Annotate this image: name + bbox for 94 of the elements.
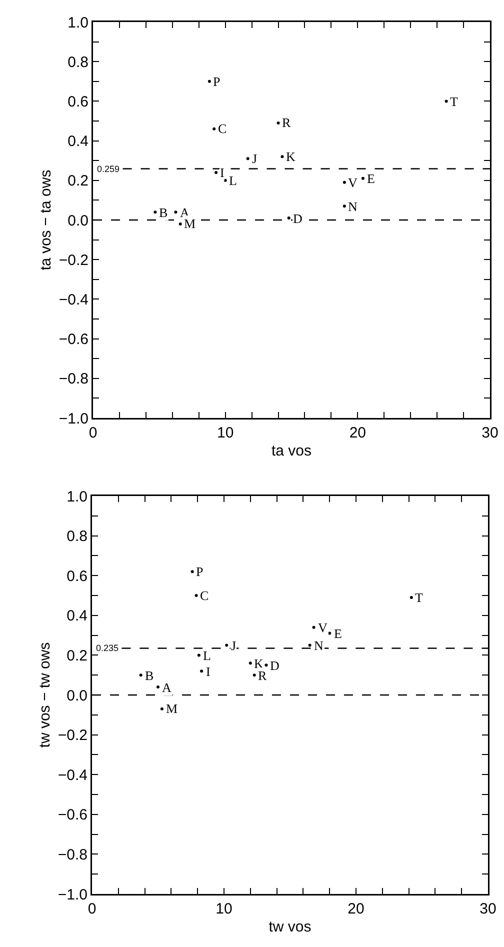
y-tick-label: 1.0 bbox=[68, 14, 88, 32]
y-tick-label: 0.6 bbox=[68, 93, 88, 110]
point bbox=[280, 155, 284, 158]
ref-line-label: 0.235 bbox=[96, 643, 119, 653]
y-tick-label: −1.0 bbox=[58, 410, 88, 428]
y-tick-label: 0.4 bbox=[66, 608, 88, 625]
point bbox=[154, 210, 157, 214]
data-label: D bbox=[270, 658, 280, 673]
y-tick-label: 0.4 bbox=[68, 133, 88, 150]
x-tick-label: 20 bbox=[349, 424, 366, 442]
point bbox=[444, 100, 448, 103]
point bbox=[160, 707, 164, 710]
point bbox=[208, 80, 211, 83]
point bbox=[174, 210, 178, 214]
data-label: M bbox=[166, 701, 178, 716]
y-axis-title: tw vos − tw ows bbox=[36, 642, 54, 748]
data-label: P bbox=[196, 564, 204, 579]
y-tick-label: −0.2 bbox=[58, 252, 88, 269]
point bbox=[248, 662, 252, 665]
x-tick-label: 30 bbox=[482, 424, 498, 442]
data-label: J bbox=[231, 638, 236, 653]
data-label: T bbox=[450, 94, 458, 109]
x-tick-label: 30 bbox=[480, 900, 496, 918]
x-tick-label: 10 bbox=[216, 900, 232, 918]
point bbox=[361, 176, 364, 180]
data-label: D bbox=[293, 211, 302, 226]
y-tick-label: −0.4 bbox=[58, 291, 88, 308]
data-label: V bbox=[348, 175, 358, 190]
y-tick-label: 0.0 bbox=[66, 687, 88, 704]
point bbox=[139, 674, 142, 677]
x-axis-title: ta vos bbox=[271, 442, 312, 460]
point bbox=[342, 180, 346, 184]
data-label: M bbox=[184, 216, 196, 231]
point bbox=[308, 644, 312, 647]
point bbox=[252, 674, 256, 677]
data-label: R bbox=[282, 115, 291, 130]
point bbox=[342, 204, 346, 208]
x-tick-label: 10 bbox=[216, 424, 234, 442]
point bbox=[246, 157, 250, 160]
point bbox=[225, 644, 228, 647]
point bbox=[287, 216, 290, 220]
y-tick-label: −0.8 bbox=[58, 846, 88, 864]
ref-line-label: 0.259 bbox=[97, 164, 120, 174]
data-label: K bbox=[286, 149, 296, 164]
y-tick-label: 0.6 bbox=[66, 568, 88, 585]
x-tick-label: 20 bbox=[348, 900, 364, 918]
y-tick-label: 1.0 bbox=[66, 488, 88, 506]
y-tick-label: −0.4 bbox=[58, 766, 88, 784]
y-tick-label: −0.6 bbox=[58, 806, 88, 824]
data-label: C bbox=[218, 121, 227, 136]
x-tick-label: 0 bbox=[88, 900, 96, 918]
point bbox=[190, 570, 194, 574]
data-label: A bbox=[162, 680, 172, 695]
y-tick-label: 0.2 bbox=[68, 172, 88, 190]
data-label: V bbox=[318, 620, 328, 635]
y-tick-label: 0.8 bbox=[68, 54, 88, 71]
point bbox=[264, 664, 268, 667]
data-label: E bbox=[367, 171, 375, 186]
y-tick-label: 0.2 bbox=[66, 647, 88, 664]
point bbox=[212, 127, 216, 130]
point bbox=[156, 686, 160, 689]
point bbox=[276, 121, 280, 124]
y-tick-label: −0.6 bbox=[58, 331, 88, 348]
data-label: B bbox=[145, 668, 154, 683]
data-label: R bbox=[258, 668, 267, 683]
data-label: I bbox=[220, 165, 224, 180]
y-tick-label: −0.8 bbox=[58, 370, 88, 388]
data-label: I bbox=[206, 664, 210, 679]
point bbox=[194, 594, 198, 597]
point bbox=[328, 632, 332, 635]
data-label: N bbox=[314, 638, 324, 653]
point bbox=[178, 222, 182, 226]
data-label: J bbox=[252, 151, 258, 166]
data-label: L bbox=[203, 648, 211, 663]
data-label: C bbox=[200, 588, 209, 603]
data-label: L bbox=[229, 173, 237, 188]
data-label: P bbox=[213, 74, 220, 89]
y-tick-label: 0.8 bbox=[66, 528, 88, 546]
point bbox=[410, 596, 413, 599]
x-tick-label: 0 bbox=[88, 424, 98, 442]
point bbox=[312, 626, 316, 629]
y-tick-label: 0.0 bbox=[68, 212, 88, 230]
y-tick-label: −1.0 bbox=[58, 886, 88, 904]
y-tick-label: −0.2 bbox=[58, 727, 88, 744]
data-label: N bbox=[348, 199, 358, 214]
data-label: B bbox=[159, 205, 168, 220]
data-label: E bbox=[334, 626, 342, 641]
x-axis-title: tw vos bbox=[268, 918, 312, 936]
y-axis-title: ta vos − ta ows bbox=[37, 170, 54, 270]
data-label: T bbox=[415, 590, 423, 605]
point bbox=[200, 670, 204, 673]
point bbox=[214, 170, 218, 174]
point bbox=[197, 654, 200, 657]
point bbox=[224, 178, 227, 182]
